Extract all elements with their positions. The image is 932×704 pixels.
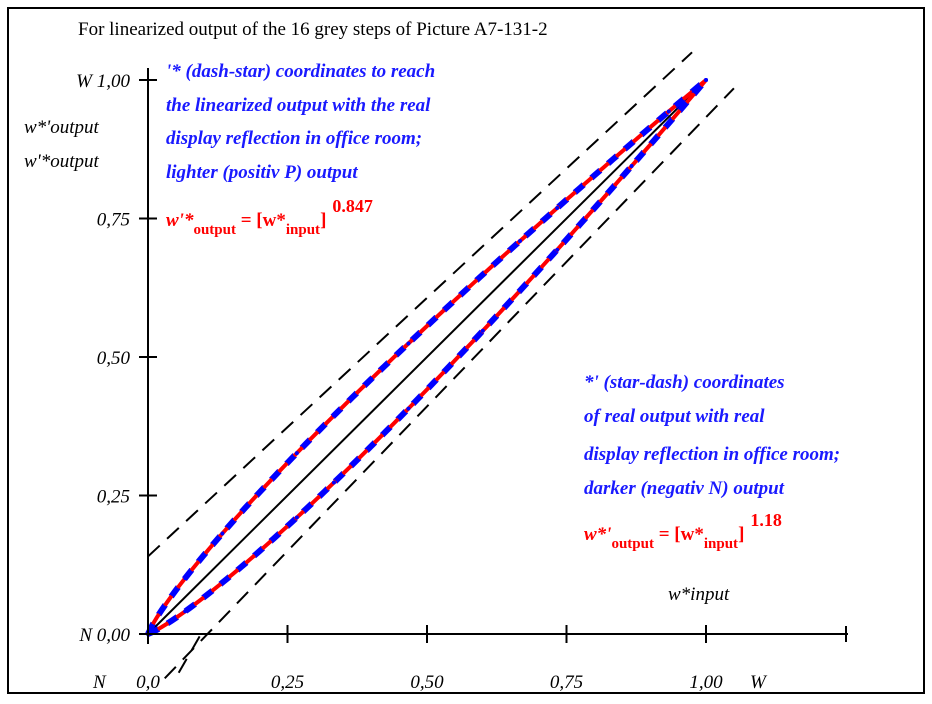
- grey-step-point-1-5: [331, 480, 336, 485]
- upper-note-line-1: '* (dash-star) coordinates to reach: [166, 61, 435, 82]
- lower-note-line-2: of real output with real: [584, 406, 765, 427]
- grey-step-point-1-14: [666, 121, 671, 126]
- y-axis-label-1: w*'output: [24, 117, 100, 138]
- x-tick-label-2: 0,50: [410, 672, 444, 693]
- grey-step-point-1-13: [629, 164, 634, 169]
- lower-formula-close: ]: [738, 524, 744, 545]
- y-tick-label-0: N 0,00: [78, 625, 130, 646]
- grey-step-point-0-11: [555, 206, 560, 211]
- lower-note-line-4: darker (negativ N) output: [584, 478, 785, 499]
- lower-formula-exponent: 1.18: [750, 510, 782, 530]
- grey-step-point-1-15: [704, 78, 708, 82]
- grey-step-point-0-1: [183, 576, 188, 581]
- upper-annotation: '* (dash-star) coordinates to reach the …: [166, 61, 435, 238]
- upper-formula-eq: = [w*: [236, 210, 286, 231]
- grey-step-point-1-4: [294, 515, 299, 520]
- upper-note-line-4: lighter (positiv P) output: [166, 162, 358, 183]
- grey-step-point-0-14: [666, 109, 671, 114]
- grey-step-point-0-4: [294, 451, 299, 456]
- dashed-reference-line-3: [177, 633, 202, 674]
- x-tick-label-0: 0,0: [136, 672, 160, 693]
- curve-red-0.847: [146, 78, 708, 635]
- upper-formula-rhs-sub: input: [286, 222, 320, 238]
- lower-formula-lhs-sub: output: [611, 536, 654, 552]
- dashed-reference-line-1: [147, 51, 693, 558]
- chart-title: For linearized output of the 16 grey ste…: [78, 19, 548, 40]
- grey-step-point-0-6: [369, 377, 374, 382]
- grey-step-point-0-8: [443, 306, 448, 311]
- x-axis-end-label: W: [750, 672, 768, 693]
- y-tick-label-1: 0,25: [97, 487, 130, 508]
- upper-formula-lhs-sub: output: [193, 222, 236, 238]
- upper-formula-close: ]: [320, 210, 326, 231]
- grey-step-point-1-11: [555, 247, 560, 252]
- lower-formula-rhs-sub: input: [704, 536, 738, 552]
- x-tick-label-4: 1,00: [689, 672, 723, 693]
- grey-step-point-0-10: [518, 239, 523, 244]
- diagonal-reference-line: [147, 79, 707, 635]
- grey-step-point-1-3: [257, 549, 262, 554]
- lower-formula-eq: = [w*: [654, 524, 704, 545]
- x-tick-label-1: 0,25: [271, 672, 304, 693]
- grey-step-point-1-7: [406, 406, 411, 411]
- upper-formula-exponent: 0.847: [332, 196, 373, 216]
- grey-step-point-1-2: [220, 580, 225, 585]
- grey-step-point-0-12: [592, 173, 597, 178]
- grey-step-point-0-2: [220, 531, 225, 536]
- grey-step-point-1-1: [183, 609, 188, 614]
- grey-step-point-0-9: [480, 272, 485, 277]
- x-axis-label: w*input: [668, 584, 730, 605]
- lower-formula: w*'output = [w*input] 1.18: [584, 510, 782, 552]
- grey-step-point-0-7: [406, 341, 411, 346]
- grey-step-point-1-8: [443, 368, 448, 373]
- x-tick-label-3: 0,75: [550, 672, 583, 693]
- lower-note-line-3: display reflection in office room;: [584, 444, 840, 465]
- x-axis-start-label: N: [92, 672, 107, 693]
- lower-note-line-1: *' (star-dash) coordinates: [584, 372, 785, 393]
- grey-step-point-1-10: [518, 288, 523, 293]
- grey-step-point-0-5: [331, 413, 336, 418]
- grey-step-point-0-13: [629, 141, 634, 146]
- grey-step-point-1-9: [480, 328, 485, 333]
- upper-formula-lhs: w'*: [166, 210, 194, 231]
- y-tick-label-2: 0,50: [97, 348, 131, 369]
- upper-formula: w'*output = [w*input] 0.847: [166, 196, 373, 238]
- grey-step-point-1-12: [592, 206, 597, 211]
- y-axis-label-2: w'*output: [24, 151, 100, 172]
- grey-step-point-1-6: [369, 444, 374, 449]
- lower-annotation: *' (star-dash) coordinates of real outpu…: [584, 372, 840, 552]
- y-tick-label-4: W 1,00: [76, 71, 130, 92]
- curve-blue-1.18: [146, 78, 709, 637]
- y-tick-label-3: 0,75: [97, 210, 130, 231]
- lower-formula-lhs: w*': [584, 524, 611, 545]
- curve-red-1.18: [147, 78, 708, 636]
- upper-note-line-3: display reflection in office room;: [166, 128, 422, 149]
- upper-note-line-2: the linearized output with the real: [166, 95, 431, 116]
- dashed-reference-line-2: [164, 87, 735, 680]
- grey-step-point-0-3: [257, 490, 262, 495]
- curve-blue-0.847: [145, 77, 708, 636]
